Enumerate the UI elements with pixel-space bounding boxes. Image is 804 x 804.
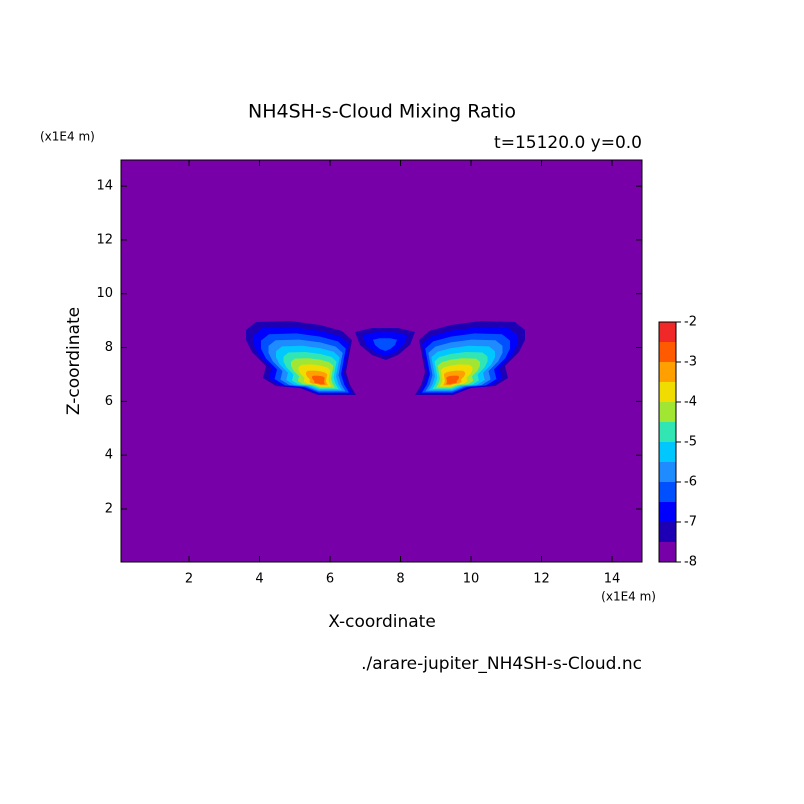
contour-band — [312, 375, 326, 385]
x-tick-label: 10 — [463, 572, 480, 587]
y-tick-label: 8 — [105, 340, 113, 355]
y-unit: (x1E4 m) — [40, 130, 95, 144]
colorbar-band — [659, 442, 676, 462]
colorbar-tick-label: -2 — [684, 315, 697, 330]
x-axis-label: X-coordinate — [328, 612, 436, 632]
colorbar-band — [659, 382, 676, 402]
colorbar-band — [659, 362, 676, 382]
chart-subtitle: t=15120.0 y=0.0 — [494, 133, 642, 153]
x-tick-label: 8 — [396, 572, 404, 587]
colorbar-band — [659, 482, 676, 502]
x-tick-label: 4 — [255, 572, 263, 587]
colorbar-tick-label: -3 — [684, 355, 697, 370]
y-tick-label: 6 — [105, 394, 113, 409]
contour-band — [373, 338, 397, 351]
y-axis-label: Z-coordinate — [64, 307, 84, 415]
y-tick-label: 2 — [105, 501, 113, 516]
colorbar-band — [659, 342, 676, 362]
colorbar-tick-label: -5 — [684, 435, 697, 450]
y-tick-label: 10 — [96, 286, 113, 301]
x-tick-label: 2 — [185, 572, 193, 587]
colorbar-band — [659, 322, 676, 342]
colorbar-band — [659, 402, 676, 422]
y-tick-label: 4 — [105, 448, 113, 463]
chart-title: NH4SH-s-Cloud Mixing Ratio — [248, 101, 516, 123]
colorbar-band — [659, 502, 676, 522]
y-tick-label: 12 — [96, 232, 113, 247]
source-file: ./arare-jupiter_NH4SH-s-Cloud.nc — [361, 654, 642, 674]
y-tick-label: 14 — [96, 179, 113, 194]
x-tick-label: 6 — [326, 572, 334, 587]
contour-band — [445, 375, 459, 385]
x-tick-label: 12 — [533, 572, 550, 587]
colorbar-tick-label: -4 — [684, 395, 697, 410]
colorbar-band — [659, 422, 676, 442]
colorbar-band — [659, 522, 676, 542]
contour-band — [121, 160, 642, 562]
colorbar-tick-label: -6 — [684, 475, 697, 490]
colorbar-band — [659, 462, 676, 482]
x-tick-label: 14 — [604, 572, 621, 587]
colorbar-tick-label: -7 — [684, 515, 697, 530]
x-unit: (x1E4 m) — [601, 590, 656, 604]
plot-frame — [120, 159, 643, 563]
colorbar-tick-label: -8 — [684, 555, 697, 570]
colorbar-band — [659, 542, 676, 562]
